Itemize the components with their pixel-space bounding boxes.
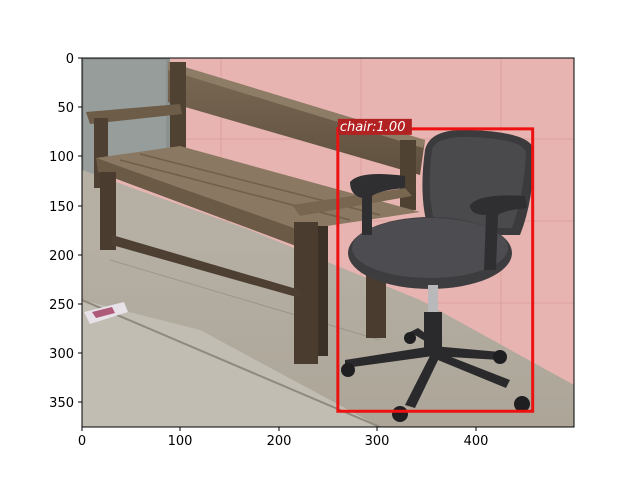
y-tick-label: 300 [49, 347, 74, 362]
x-tick-label: 100 [168, 434, 193, 449]
x-tick-label: 200 [267, 434, 292, 449]
detection-label-background [337, 118, 412, 135]
y-tick-label: 250 [49, 298, 74, 313]
y-tick-label: 50 [57, 101, 74, 116]
y-axis: 0 50 100 150 200 250 300 350 [49, 52, 82, 411]
detection-overlay: chair:1.00 [336, 118, 535, 413]
y-tick-label: 200 [49, 249, 74, 264]
y-tick-label: 100 [49, 150, 74, 165]
detection-box [336, 127, 535, 413]
office-chair [341, 129, 534, 422]
y-tick-label: 350 [49, 396, 74, 411]
y-tick-label: 0 [66, 52, 74, 67]
y-tick-label: 150 [49, 200, 74, 215]
axes-frame [81, 57, 575, 428]
x-tick-label: 300 [365, 434, 390, 449]
photo [82, 58, 574, 427]
x-tick-label: 400 [464, 434, 489, 449]
bench [86, 62, 425, 364]
detection-label: chair:1.00 [340, 120, 406, 135]
x-axis: 0 100 200 300 400 [78, 427, 489, 449]
x-tick-label: 0 [78, 434, 86, 449]
